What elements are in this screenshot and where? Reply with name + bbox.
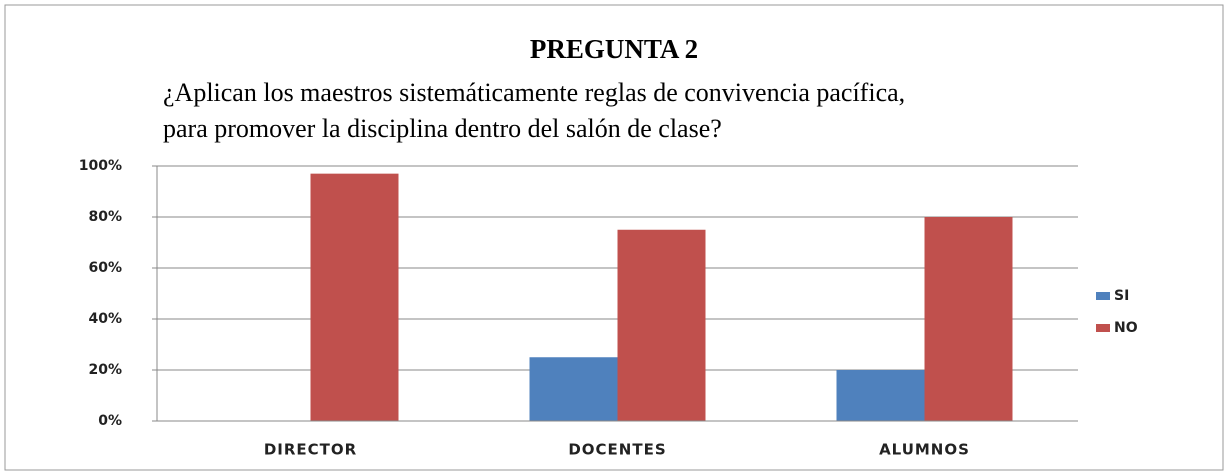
legend-swatch <box>1096 324 1110 332</box>
y-tick-label: 80% <box>88 209 122 225</box>
y-tick-label: 40% <box>88 311 122 327</box>
y-tick-label: 100% <box>79 158 122 174</box>
bar <box>529 357 618 421</box>
chart-subtitle: para promover la disciplina dentro del s… <box>163 114 722 143</box>
chart-subtitle: ¿Aplican los maestros sistemáticamente r… <box>163 78 905 107</box>
x-tick-label: DOCENTES <box>568 441 666 459</box>
x-tick-label: ALUMNOS <box>879 441 970 459</box>
y-tick-label: 20% <box>88 362 122 378</box>
bar <box>617 229 706 421</box>
bar <box>310 173 399 421</box>
legend-label: SI <box>1114 288 1129 304</box>
y-tick-label: 0% <box>98 413 122 429</box>
bar <box>924 217 1013 421</box>
bar <box>836 370 925 421</box>
chart-title: PREGUNTA 2 <box>530 34 698 64</box>
x-tick-label: DIRECTOR <box>264 441 357 459</box>
y-tick-label: 60% <box>88 260 122 276</box>
legend-swatch <box>1096 292 1110 300</box>
legend-label: NO <box>1114 320 1138 336</box>
